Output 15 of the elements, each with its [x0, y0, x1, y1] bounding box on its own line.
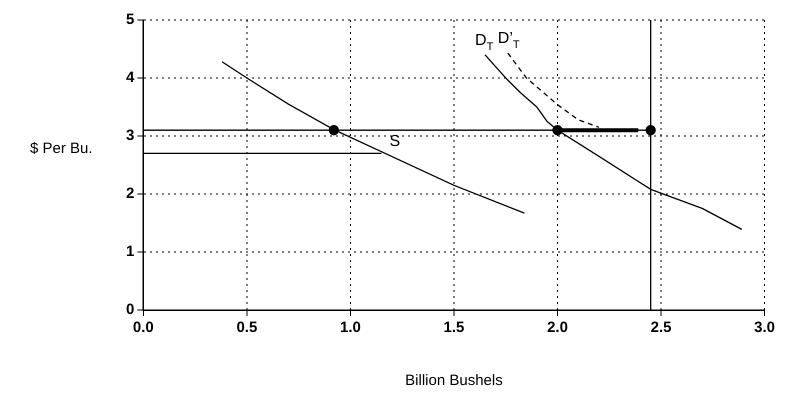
x-tick-label: 3.0 — [754, 319, 776, 336]
x-tick-label: 1.0 — [340, 319, 361, 336]
x-tick-label: 1.5 — [444, 319, 464, 336]
y-tick-label: 5 — [126, 11, 134, 28]
x-tick-label: 2.5 — [650, 319, 672, 336]
y-tick-label: 0 — [126, 301, 134, 318]
y-tick-label: 3 — [126, 127, 134, 144]
x-axis-title: Billion Bushels — [405, 372, 503, 390]
x-tick-label: 2.0 — [547, 319, 568, 336]
y-tick-label: 1 — [126, 243, 134, 260]
y-tick-label: 4 — [126, 69, 135, 86]
y-axis-title: $ Per Bu. — [30, 140, 93, 157]
x-tick-label: 0.0 — [132, 319, 154, 336]
y-tick-label: 2 — [126, 185, 134, 202]
x-tick-label: 0.5 — [236, 319, 258, 336]
